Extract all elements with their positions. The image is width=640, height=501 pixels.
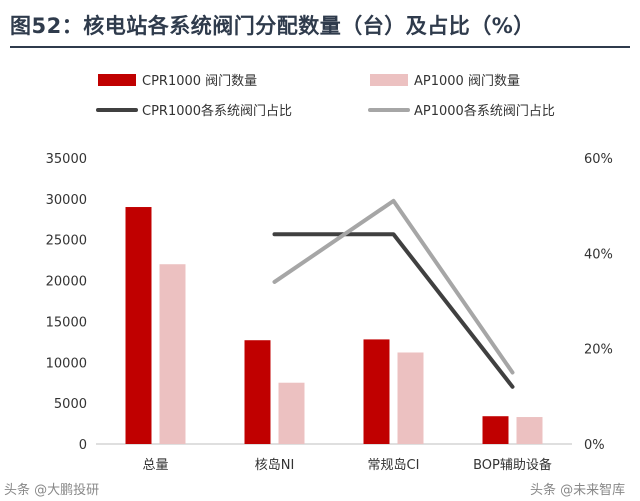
watermark-right: 头条 @未来智库 <box>530 482 625 498</box>
bar-0-2 <box>363 339 390 444</box>
line-series-1 <box>272 198 515 375</box>
y-left-tick-4: 20000 <box>46 275 87 290</box>
legend-label-3: AP1000各系统阀门占比 <box>414 103 555 119</box>
chart-title: 图52：核电站各系统阀门分配数量（台）及占比（%） <box>10 14 535 38</box>
y-left-tick-7: 35000 <box>46 152 87 167</box>
legend: CPR1000 阀门数量 AP1000 阀门数量 CPR1000各系统阀门占比 AP1… <box>96 74 555 119</box>
axes: 0 5000 10000 15000 20000 25000 30000 35000 0% 20%… <box>46 152 613 453</box>
y-left-tick-0: 0 <box>79 438 87 453</box>
legend-label-2: CPR1000各系统阀门占比 <box>142 103 292 119</box>
bar-0-1 <box>244 340 271 444</box>
y-left-tick-2: 10000 <box>46 356 87 371</box>
title-underline <box>10 46 630 48</box>
bar-0-3 <box>482 416 509 444</box>
bar-0-0 <box>125 207 152 444</box>
y-right-tick-1: 20% <box>584 343 613 358</box>
y-left-tick-5: 25000 <box>46 234 87 249</box>
bar-1-0 <box>159 264 186 444</box>
legend-label-1: AP1000 阀门数量 <box>414 74 520 89</box>
category-labels: 总量 核岛NI 常规岛CI BOP辅助设备 <box>142 457 551 473</box>
legend-label-0: CPR1000 阀门数量 <box>142 74 257 89</box>
y-right-tick-0: 0% <box>584 438 605 453</box>
bar-1-3 <box>516 417 543 444</box>
bar-1-2 <box>397 352 424 444</box>
y-left-tick-3: 15000 <box>46 315 87 330</box>
category-label-2: 常规岛CI <box>368 457 420 473</box>
category-label-0: 总量 <box>142 458 168 473</box>
y-left-tick-6: 30000 <box>46 193 87 208</box>
bar-1-1 <box>278 382 305 444</box>
bars <box>125 207 543 444</box>
y-right-tick-2: 40% <box>584 247 613 262</box>
y-right-tick-3: 60% <box>584 152 613 167</box>
category-label-1: 核岛NI <box>255 457 295 473</box>
lines <box>272 198 515 389</box>
y-left-tick-1: 5000 <box>54 397 87 412</box>
legend-swatch-0 <box>98 74 136 86</box>
watermark-left: 头条 @大鹏投研 <box>4 482 99 498</box>
category-label-3: BOP辅助设备 <box>473 457 552 473</box>
line-series-0 <box>272 232 515 389</box>
legend-swatch-1 <box>370 74 408 86</box>
